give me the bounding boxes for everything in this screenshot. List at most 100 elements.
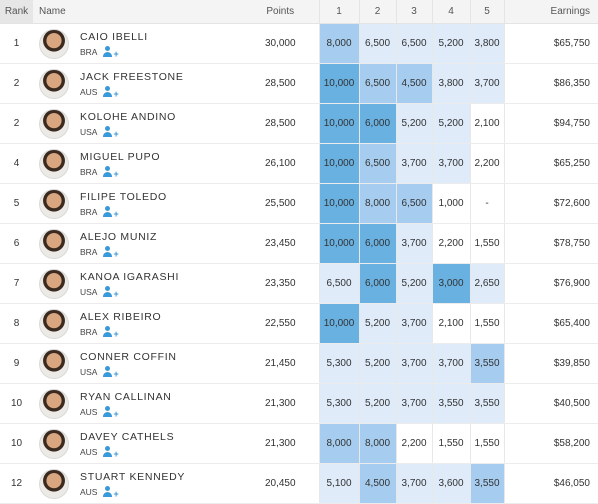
points-cell: 26,100	[242, 143, 319, 184]
athlete-avatar[interactable]	[39, 268, 69, 299]
event-5-score: 1,550	[469, 303, 504, 344]
points-header[interactable]: Points	[242, 0, 319, 24]
athlete-row[interactable]: 5 FILIPE TOLEDO BRA + 25,500 10,000 8,00…	[0, 183, 598, 224]
table-header: Rank Name Points 1 2 3 4 5 Earnings	[0, 0, 598, 24]
event-5-score: 1,550	[469, 223, 504, 264]
event-1-score: 10,000	[318, 103, 359, 144]
athlete-name[interactable]: CONNER COFFIN	[80, 350, 177, 363]
athlete-row[interactable]: 4 MIGUEL PUPO BRA + 26,100 10,000 6,500 …	[0, 143, 598, 184]
athlete-avatar[interactable]	[39, 228, 69, 259]
athlete-row[interactable]: 10 DAVEY CATHELS AUS + 21,300 8,000 8,00…	[0, 423, 598, 464]
event-5-score: 2,200	[469, 143, 504, 184]
event-1-score: 5,300	[318, 383, 359, 424]
athlete-avatar[interactable]	[39, 468, 69, 499]
athlete-name[interactable]: ALEJO MUNIZ	[80, 230, 158, 243]
follow-athlete-icon[interactable]: +	[102, 446, 119, 459]
athlete-avatar[interactable]	[39, 188, 69, 219]
follow-athlete-icon[interactable]: +	[102, 406, 119, 419]
event-1-score: 6,500	[318, 263, 359, 304]
country-code: BRA	[80, 166, 98, 177]
athlete-row[interactable]: 8 ALEX RIBEIRO BRA + 22,550 10,000 5,200…	[0, 303, 598, 344]
athlete-avatar[interactable]	[39, 388, 69, 419]
athlete-cell: KOLOHE ANDINO USA +	[33, 103, 242, 144]
rank-header[interactable]: Rank	[0, 0, 33, 24]
athlete-row[interactable]: 2 JACK FREESTONE AUS + 28,500 10,000 6,5…	[0, 63, 598, 104]
name-header[interactable]: Name	[33, 0, 242, 24]
follow-athlete-icon[interactable]: +	[102, 206, 119, 219]
athlete-row[interactable]: 10 RYAN CALLINAN AUS + 21,300 5,300 5,20…	[0, 383, 598, 424]
event-1-header[interactable]: 1	[318, 0, 359, 24]
athlete-name[interactable]: MIGUEL PUPO	[80, 150, 161, 163]
event-4-score: 5,200	[431, 23, 470, 64]
rank-cell: 12	[0, 463, 33, 504]
athlete-avatar[interactable]	[39, 148, 69, 179]
country-code: USA	[80, 126, 98, 137]
athlete-row[interactable]: 1 CAIO IBELLI BRA + 30,000 8,000 6,500 6…	[0, 23, 598, 64]
athlete-cell: STUART KENNEDY AUS +	[33, 463, 242, 504]
points-cell: 28,500	[242, 103, 319, 144]
rank-cell: 6	[0, 223, 33, 264]
athlete-name[interactable]: KANOA IGARASHI	[80, 270, 180, 283]
event-4-score: 1,550	[431, 423, 470, 464]
athlete-avatar[interactable]	[39, 428, 69, 459]
athlete-avatar[interactable]	[39, 68, 69, 99]
earnings-cell: $40,500	[503, 383, 598, 424]
event-3-score: 2,200	[395, 423, 432, 464]
follow-athlete-icon[interactable]: +	[102, 486, 119, 499]
athlete-name[interactable]: RYAN CALLINAN	[80, 390, 172, 403]
athlete-name[interactable]: STUART KENNEDY	[80, 470, 186, 483]
country-code: BRA	[80, 206, 98, 217]
athlete-avatar[interactable]	[39, 308, 69, 339]
athlete-avatar[interactable]	[39, 108, 69, 139]
follow-athlete-icon[interactable]: +	[102, 126, 119, 139]
rank-cell: 1	[0, 23, 33, 64]
follow-athlete-icon[interactable]: +	[102, 46, 119, 59]
points-cell: 21,450	[242, 343, 319, 384]
athlete-name[interactable]: JACK FREESTONE	[80, 70, 184, 83]
rank-cell: 4	[0, 143, 33, 184]
athlete-row[interactable]: 7 KANOA IGARASHI USA + 23,350 6,500 6,00…	[0, 263, 598, 304]
follow-athlete-icon[interactable]: +	[102, 326, 119, 339]
event-2-score: 6,500	[358, 143, 396, 184]
athlete-name[interactable]: ALEX RIBEIRO	[80, 310, 162, 323]
athlete-avatar[interactable]	[39, 28, 69, 59]
athlete-row[interactable]: 9 CONNER COFFIN USA + 21,450 5,300 5,200…	[0, 343, 598, 384]
event-4-score: 3,700	[431, 343, 470, 384]
event-5-score: 3,550	[469, 343, 504, 384]
earnings-cell: $58,200	[503, 423, 598, 464]
athlete-name[interactable]: CAIO IBELLI	[80, 30, 148, 43]
earnings-cell: $72,600	[503, 183, 598, 224]
event-3-score: 6,500	[395, 183, 432, 224]
athlete-row[interactable]: 12 STUART KENNEDY AUS + 20,450 5,100 4,5…	[0, 463, 598, 504]
event-2-score: 6,000	[358, 263, 396, 304]
athlete-avatar[interactable]	[39, 348, 69, 379]
earnings-cell: $76,900	[503, 263, 598, 304]
athlete-name[interactable]: FILIPE TOLEDO	[80, 190, 167, 203]
athlete-name[interactable]: DAVEY CATHELS	[80, 430, 175, 443]
event-2-header[interactable]: 2	[358, 0, 396, 24]
athlete-cell: RYAN CALLINAN AUS +	[33, 383, 242, 424]
follow-athlete-icon[interactable]: +	[102, 286, 119, 299]
athlete-row[interactable]: 6 ALEJO MUNIZ BRA + 23,450 10,000 6,000 …	[0, 223, 598, 264]
rank-cell: 7	[0, 263, 33, 304]
event-1-score: 10,000	[318, 303, 359, 344]
athlete-cell: JACK FREESTONE AUS +	[33, 63, 242, 104]
event-3-header[interactable]: 3	[395, 0, 432, 24]
event-2-score: 8,000	[358, 183, 396, 224]
follow-athlete-icon[interactable]: +	[102, 366, 119, 379]
event-5-header[interactable]: 5	[469, 0, 504, 24]
points-cell: 23,450	[242, 223, 319, 264]
athlete-row[interactable]: 2 KOLOHE ANDINO USA + 28,500 10,000 6,00…	[0, 103, 598, 144]
athlete-cell: CONNER COFFIN USA +	[33, 343, 242, 384]
event-5-score: 1,550	[469, 423, 504, 464]
earnings-header[interactable]: Earnings	[503, 0, 598, 24]
earnings-cell: $94,750	[503, 103, 598, 144]
follow-athlete-icon[interactable]: +	[102, 86, 119, 99]
event-4-score: 2,200	[431, 223, 470, 264]
follow-athlete-icon[interactable]: +	[102, 246, 119, 259]
event-4-header[interactable]: 4	[431, 0, 470, 24]
athlete-name[interactable]: KOLOHE ANDINO	[80, 110, 177, 123]
earnings-cell: $65,750	[503, 23, 598, 64]
event-1-score: 10,000	[318, 63, 359, 104]
follow-athlete-icon[interactable]: +	[102, 166, 119, 179]
